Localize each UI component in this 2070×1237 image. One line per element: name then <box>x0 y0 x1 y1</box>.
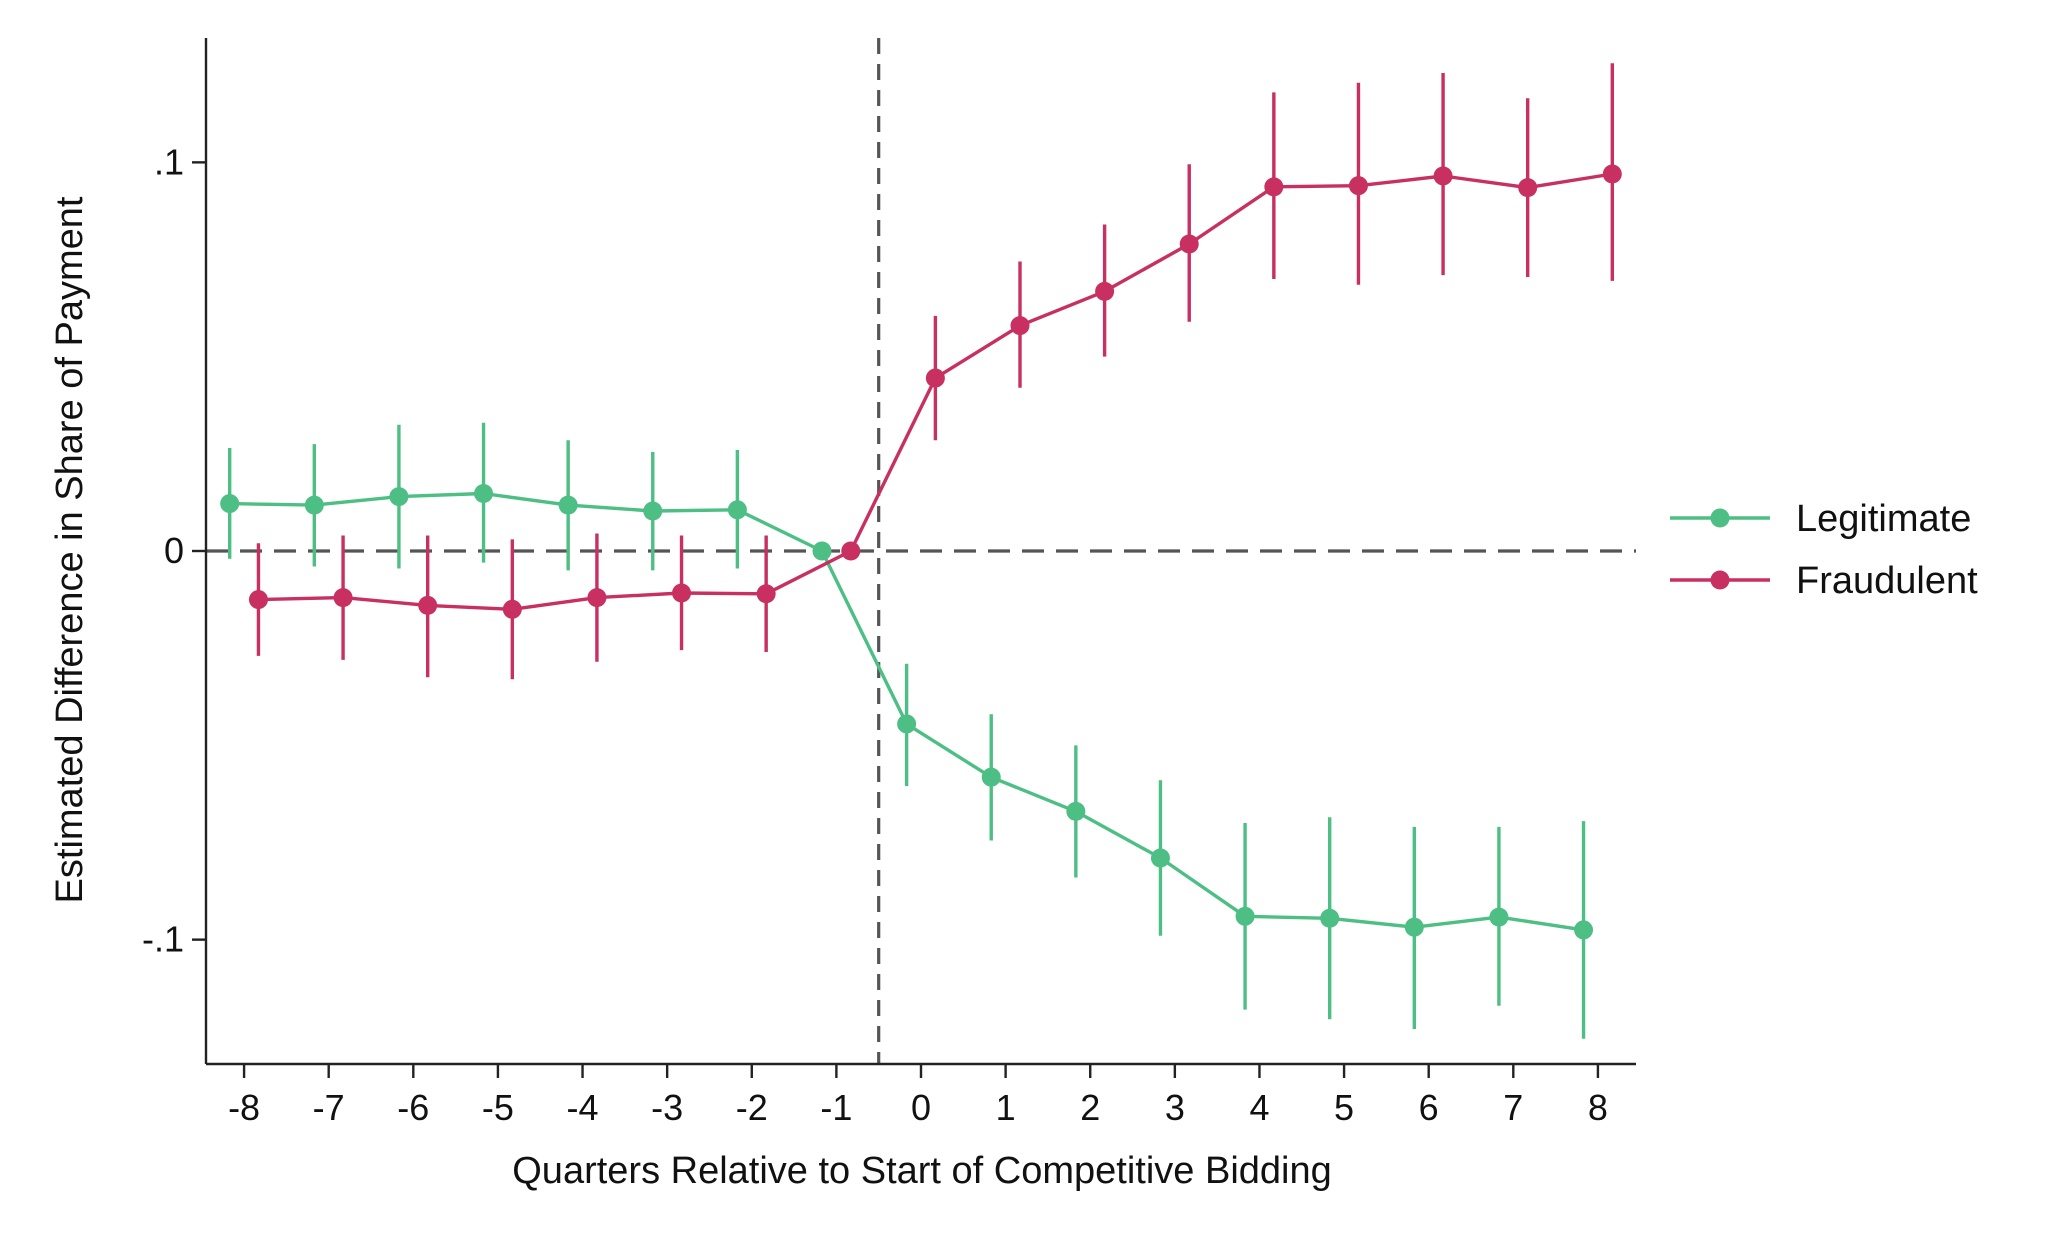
x-tick-label: 6 <box>1419 1087 1439 1128</box>
y-tick-label: .1 <box>154 141 184 182</box>
legitimate-data-point <box>220 494 240 514</box>
fraudulent-data-point <box>925 368 945 388</box>
legitimate-data-point <box>304 495 324 515</box>
axes: -.1 0 .1 -8 -7 -6 -5 -4 -3 -2 -1 0 1 2 3 4 5 6 7 8 <box>142 38 1636 1128</box>
fraudulent-data-point <box>1010 316 1030 336</box>
x-tick-label: -7 <box>313 1087 345 1128</box>
legend-label: Fraudulent <box>1796 560 1978 602</box>
legend-swatch-marker <box>1710 570 1730 590</box>
fraudulent-data-point <box>672 583 692 603</box>
y-tick-label: 0 <box>164 530 184 571</box>
x-axis-title: Quarters Relative to Start of Competitiv… <box>512 1150 1332 1192</box>
series-legitimate <box>220 422 1594 1039</box>
x-tick-label: 2 <box>1080 1087 1100 1128</box>
fraudulent-data-point <box>1179 234 1199 254</box>
x-tick-label: -3 <box>651 1087 683 1128</box>
legitimate-data-point <box>981 767 1001 787</box>
legend: Legitimate Fraudulent <box>1670 498 1978 602</box>
legend-label: Legitimate <box>1796 498 1971 540</box>
fraudulent-data-point <box>418 595 438 615</box>
x-tick-label: -8 <box>228 1087 260 1128</box>
legitimate-data-point <box>897 714 917 734</box>
fraudulent-data-point <box>1264 177 1284 197</box>
x-tick-label: -6 <box>397 1087 429 1128</box>
fraudulent-data-point <box>1602 164 1622 184</box>
x-tick-label: -2 <box>736 1087 768 1128</box>
legend-item-fraudulent: Fraudulent <box>1670 560 1978 602</box>
y-tick-label: -.1 <box>142 919 184 960</box>
fraudulent-data-point <box>1433 166 1453 186</box>
legitimate-data-point <box>474 483 494 503</box>
legitimate-data-point <box>389 487 409 507</box>
x-tick-label: 5 <box>1334 1087 1354 1128</box>
legitimate-data-point <box>643 501 663 521</box>
legitimate-data-point <box>1150 848 1170 868</box>
legitimate-data-point <box>1489 907 1509 927</box>
fraudulent-data-point <box>841 541 861 561</box>
legend-item-legitimate: Legitimate <box>1670 498 1971 540</box>
series-fraudulent <box>248 63 1622 680</box>
y-axis-ticks: -.1 0 .1 <box>142 141 206 960</box>
legitimate-data-point <box>727 500 747 520</box>
legitimate-data-point <box>558 495 578 515</box>
fraudulent-data-point <box>1348 176 1368 196</box>
x-tick-label: 4 <box>1249 1087 1269 1128</box>
fraudulent-data-point <box>333 588 353 608</box>
legitimate-data-point <box>1404 917 1424 937</box>
legitimate-data-point <box>1235 906 1255 926</box>
fraudulent-data-point <box>1518 178 1538 198</box>
x-tick-label: 8 <box>1588 1087 1608 1128</box>
y-axis-title: Estimated Difference in Share of Payment <box>49 196 91 903</box>
legend-swatch-marker <box>1710 508 1730 528</box>
reference-lines <box>206 38 1636 1064</box>
legitimate-data-point <box>1320 908 1340 928</box>
fraudulent-data-point <box>587 588 607 608</box>
x-tick-label: -4 <box>567 1087 599 1128</box>
fraudulent-data-point <box>502 599 522 619</box>
legitimate-data-point <box>1066 801 1086 821</box>
plot-series <box>220 63 1622 1039</box>
fraudulent-data-point <box>1095 281 1115 301</box>
x-tick-label: 0 <box>911 1087 931 1128</box>
fraudulent-data-point <box>248 590 268 610</box>
x-tick-label: 7 <box>1503 1087 1523 1128</box>
legitimate-data-point <box>1574 920 1594 940</box>
x-tick-label: 1 <box>996 1087 1016 1128</box>
fraudulent-data-point <box>756 584 776 604</box>
x-tick-label: -1 <box>820 1087 852 1128</box>
x-tick-label: 3 <box>1165 1087 1185 1128</box>
legitimate-data-point <box>812 541 832 561</box>
x-axis-ticks: -8 -7 -6 -5 -4 -3 -2 -1 0 1 2 3 4 5 6 7 8 <box>228 1064 1608 1128</box>
x-tick-label: -5 <box>482 1087 514 1128</box>
